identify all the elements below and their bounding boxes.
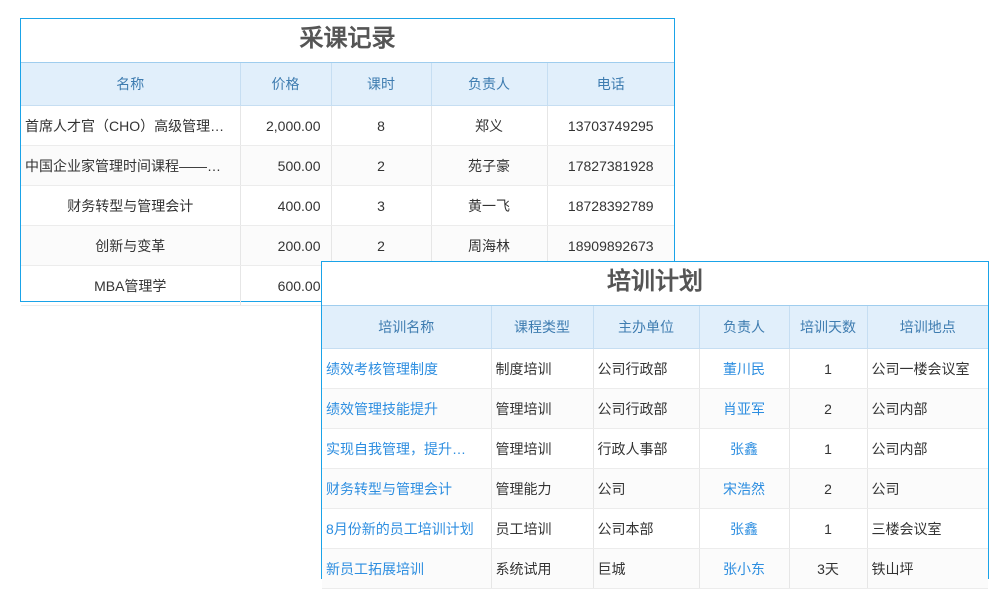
training-name-link[interactable]: 实现自我管理，提升… — [322, 428, 492, 469]
owner-link[interactable]: 董川民 — [699, 348, 790, 389]
table-cell: 200.00 — [240, 225, 332, 266]
purchase-records-table: 名称 价格 课时 负责人 电话 首席人才官（CHO）高级管理… 2,000.00 8 郑义 13… — [21, 63, 674, 306]
training-name-link[interactable]: 绩效考核管理制度 — [322, 348, 492, 389]
table-row[interactable]: 财务转型与管理会计 管理能力 公司 宋浩然 2 公司 — [322, 468, 988, 509]
table-cell: 公司本部 — [593, 508, 700, 549]
table-cell: 400.00 — [240, 185, 332, 226]
table-cell: 1 — [789, 348, 868, 389]
table-cell: 公司一楼会议室 — [867, 348, 988, 389]
column-header[interactable]: 课时 — [331, 63, 432, 106]
owner-link[interactable]: 张小东 — [699, 548, 790, 589]
table-cell: 制度培训 — [491, 348, 594, 389]
column-header[interactable]: 电话 — [547, 63, 674, 106]
table-cell: 郑义 — [431, 105, 548, 146]
column-header[interactable]: 负责人 — [699, 306, 790, 349]
table-row[interactable]: 新员工拓展培训 系统试用 巨城 张小东 3天 铁山坪 — [322, 548, 988, 589]
table-cell: 3 — [331, 185, 432, 226]
table-cell: 8 — [331, 105, 432, 146]
column-header[interactable]: 培训天数 — [789, 306, 868, 349]
table-cell: 巨城 — [593, 548, 700, 589]
table-row[interactable]: 创新与变革 200.00 2 周海林 18909892673 — [21, 225, 674, 266]
table-cell: 公司内部 — [867, 428, 988, 469]
table-cell: 18909892673 — [547, 225, 674, 266]
table-row[interactable]: 8月份新的员工培训计划 员工培训 公司本部 张鑫 1 三楼会议室 — [322, 508, 988, 549]
table-cell: 1 — [789, 428, 868, 469]
table-cell: 2,000.00 — [240, 105, 332, 146]
owner-link[interactable]: 肖亚军 — [699, 388, 790, 429]
table-cell: 2 — [789, 468, 868, 509]
table-cell: 2 — [789, 388, 868, 429]
owner-link[interactable]: 张鑫 — [699, 508, 790, 549]
training-plan-table: 培训名称 课程类型 主办单位 负责人 培训天数 培训地点 绩效考核管理制度 制度培训 公司行政… — [322, 306, 988, 589]
table-cell: 18728392789 — [547, 185, 674, 226]
column-header[interactable]: 价格 — [240, 63, 332, 106]
training-plan-panel: 培训计划 培训名称 课程类型 主办单位 负责人 培训天数 培训地点 绩效考核管理制度 制度培… — [321, 261, 989, 589]
training-name-link[interactable]: 财务转型与管理会计 — [322, 468, 492, 509]
table-cell: 13703749295 — [547, 105, 674, 146]
panel-title: 培训计划 — [322, 262, 988, 306]
table-cell: 公司行政部 — [593, 388, 700, 429]
table-cell: 苑子豪 — [431, 145, 548, 186]
purchase-records-panel: 采课记录 名称 价格 课时 负责人 电话 首席人才官（CHO）高级管理… 2,000.00… — [20, 18, 675, 306]
table-cell: 系统试用 — [491, 548, 594, 589]
column-header[interactable]: 负责人 — [431, 63, 548, 106]
table-row[interactable]: 绩效管理技能提升 管理培训 公司行政部 肖亚军 2 公司内部 — [322, 388, 988, 429]
table-cell: 铁山坪 — [867, 548, 988, 589]
table-cell: 600.00 — [240, 265, 332, 306]
column-header[interactable]: 名称 — [21, 63, 241, 106]
table-row[interactable]: 财务转型与管理会计 400.00 3 黄一飞 18728392789 — [21, 185, 674, 226]
table-cell: 2 — [331, 225, 432, 266]
table-row[interactable]: 实现自我管理，提升… 管理培训 行政人事部 张鑫 1 公司内部 — [322, 428, 988, 469]
table-cell: 中国企业家管理时间课程——… — [21, 145, 241, 186]
table-cell: 17827381928 — [547, 145, 674, 186]
table-cell: 1 — [789, 508, 868, 549]
training-name-link[interactable]: 绩效管理技能提升 — [322, 388, 492, 429]
table-cell: 公司 — [593, 468, 700, 509]
table-row[interactable]: 绩效考核管理制度 制度培训 公司行政部 董川民 1 公司一楼会议室 — [322, 348, 988, 389]
table-cell: 3天 — [789, 548, 868, 589]
table-cell: MBA管理学 — [21, 265, 241, 306]
table-cell: 500.00 — [240, 145, 332, 186]
table-cell: 员工培训 — [491, 508, 594, 549]
table-cell: 创新与变革 — [21, 225, 241, 266]
table-cell: 三楼会议室 — [867, 508, 988, 549]
training-name-link[interactable]: 新员工拓展培训 — [322, 548, 492, 589]
table-row[interactable]: 首席人才官（CHO）高级管理… 2,000.00 8 郑义 13703749295 — [21, 105, 674, 146]
column-header[interactable]: 主办单位 — [593, 306, 700, 349]
table-cell: 公司行政部 — [593, 348, 700, 389]
panel-title: 采课记录 — [21, 19, 674, 63]
owner-link[interactable]: 宋浩然 — [699, 468, 790, 509]
column-header[interactable]: 培训名称 — [322, 306, 492, 349]
table-cell: 公司 — [867, 468, 988, 509]
table-cell: 2 — [331, 145, 432, 186]
table-row[interactable]: 中国企业家管理时间课程——… 500.00 2 苑子豪 17827381928 — [21, 145, 674, 186]
owner-link[interactable]: 张鑫 — [699, 428, 790, 469]
table-cell: 管理培训 — [491, 388, 594, 429]
table-cell: 财务转型与管理会计 — [21, 185, 241, 226]
table-cell: 管理能力 — [491, 468, 594, 509]
table-cell: 首席人才官（CHO）高级管理… — [21, 105, 241, 146]
table-cell: 周海林 — [431, 225, 548, 266]
table-cell: 公司内部 — [867, 388, 988, 429]
training-name-link[interactable]: 8月份新的员工培训计划 — [322, 508, 492, 549]
table-cell: 黄一飞 — [431, 185, 548, 226]
column-header[interactable]: 培训地点 — [867, 306, 988, 349]
table-cell: 行政人事部 — [593, 428, 700, 469]
table-cell: 管理培训 — [491, 428, 594, 469]
column-header[interactable]: 课程类型 — [491, 306, 594, 349]
